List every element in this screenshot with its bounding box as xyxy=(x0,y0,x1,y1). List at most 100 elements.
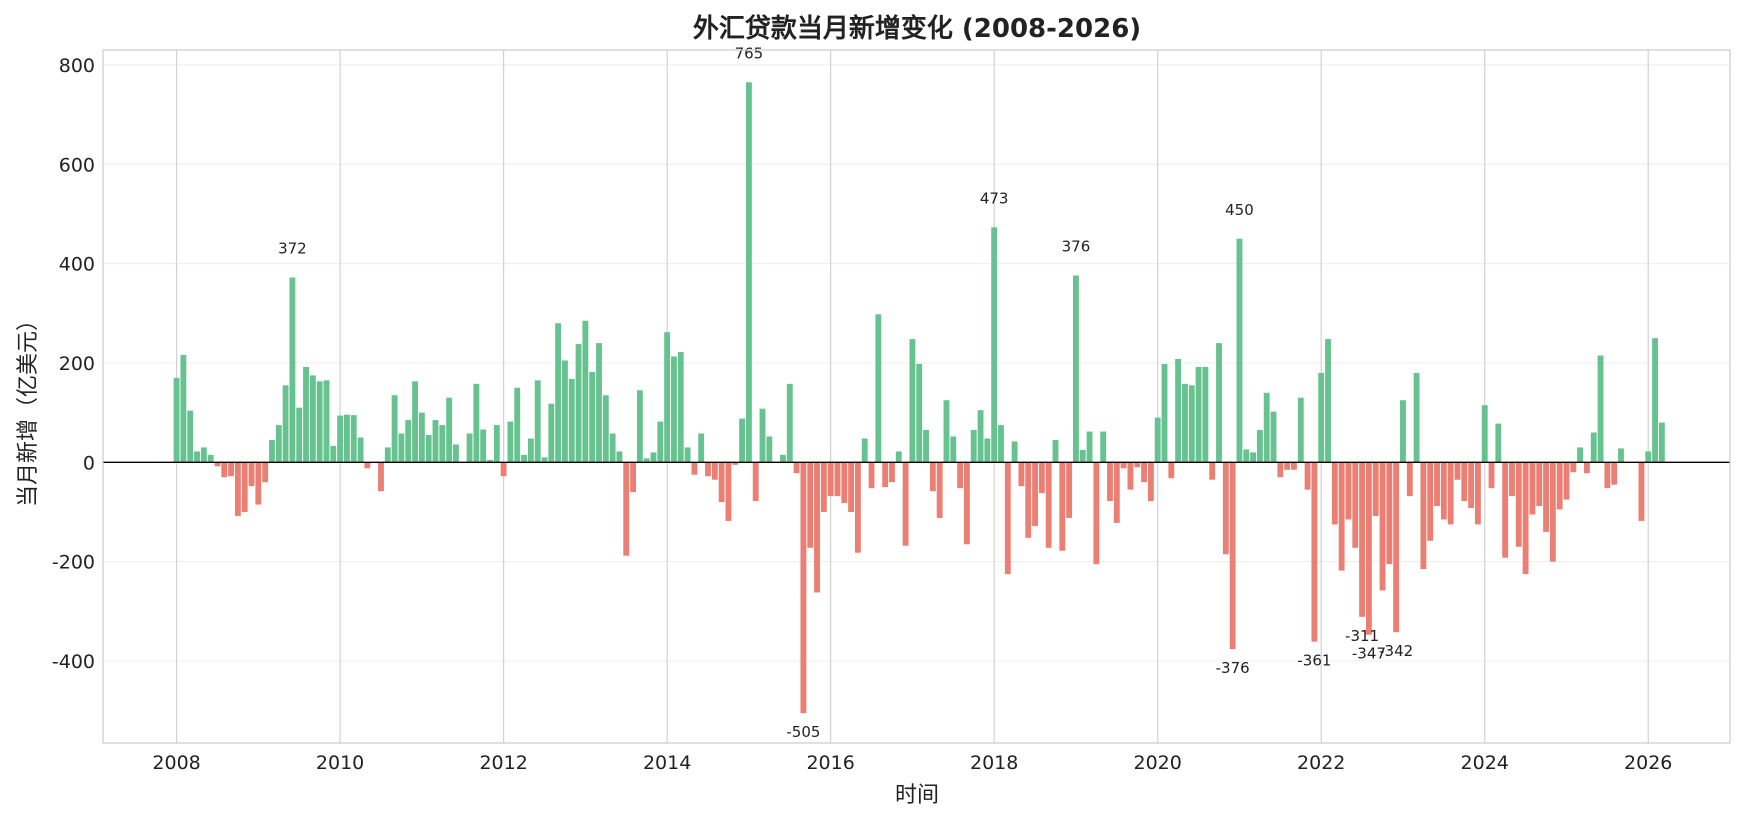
bar xyxy=(1202,366,1209,463)
bar xyxy=(1543,462,1549,532)
bar xyxy=(950,436,957,463)
bar xyxy=(1318,372,1325,463)
bar xyxy=(1018,462,1025,487)
bar xyxy=(698,433,705,463)
bar xyxy=(255,462,262,505)
bar xyxy=(1549,462,1556,562)
bar xyxy=(1488,462,1495,489)
bar xyxy=(923,430,929,463)
bar xyxy=(1338,462,1345,571)
bar xyxy=(1032,462,1038,526)
bar xyxy=(289,277,296,463)
bar xyxy=(1236,238,1243,463)
bar xyxy=(1379,462,1386,591)
bar xyxy=(820,462,827,512)
bar xyxy=(1168,462,1175,479)
bar xyxy=(889,462,895,483)
y-tick-label: 400 xyxy=(59,254,95,276)
bar xyxy=(1161,363,1168,463)
bar xyxy=(957,462,964,489)
x-tick-label: 2024 xyxy=(1461,752,1509,774)
bar xyxy=(1393,462,1400,633)
bar xyxy=(316,381,323,463)
bar xyxy=(1536,462,1543,507)
bar xyxy=(303,366,309,463)
bar xyxy=(766,436,773,463)
x-tick-label: 2016 xyxy=(806,752,854,774)
bar xyxy=(1502,462,1509,558)
data-label: 765 xyxy=(735,44,764,62)
bar xyxy=(1325,339,1331,463)
bar xyxy=(1495,423,1502,463)
bar xyxy=(684,447,691,463)
bar xyxy=(275,425,282,463)
data-label: 450 xyxy=(1225,201,1254,219)
bars xyxy=(173,82,1665,714)
bar xyxy=(500,462,507,477)
bar xyxy=(418,412,425,463)
bar xyxy=(234,462,241,516)
bar xyxy=(1052,439,1059,463)
bar xyxy=(1250,452,1257,463)
bar xyxy=(432,420,439,463)
bar xyxy=(970,430,977,463)
bar xyxy=(616,451,623,463)
bar xyxy=(705,462,711,477)
bar xyxy=(1481,405,1488,463)
x-tick-label: 2020 xyxy=(1134,752,1182,774)
bar xyxy=(1154,417,1161,463)
bar xyxy=(1583,462,1590,474)
bar xyxy=(1304,462,1311,490)
y-tick-label: -200 xyxy=(52,552,95,574)
bar xyxy=(391,395,398,463)
bar xyxy=(916,363,923,463)
bar xyxy=(1073,275,1079,463)
bar xyxy=(1522,462,1529,575)
y-axis-label: 当月新增（亿美元） xyxy=(16,309,41,507)
data-label: 473 xyxy=(980,189,1009,207)
bar xyxy=(548,403,555,463)
bar xyxy=(1243,449,1250,463)
bar xyxy=(384,447,391,463)
y-tick-label: 600 xyxy=(59,154,95,176)
bar xyxy=(814,462,820,593)
bar xyxy=(1256,430,1263,463)
bar xyxy=(269,439,275,463)
bar xyxy=(1556,462,1563,510)
data-labels: 765 473 450 376 372 -505 -376 -361 -347-342-311 xyxy=(278,44,1413,741)
bar xyxy=(1563,462,1570,500)
bar xyxy=(1474,462,1481,525)
bar xyxy=(1270,411,1277,463)
bar xyxy=(541,457,548,463)
bar xyxy=(357,437,364,463)
bar xyxy=(671,356,677,463)
bar xyxy=(568,378,575,463)
bar xyxy=(1611,462,1618,485)
bar xyxy=(1147,462,1154,502)
y-tick-label: -400 xyxy=(52,651,95,673)
bar xyxy=(200,447,207,463)
bar xyxy=(786,383,793,463)
bar xyxy=(514,387,521,463)
bar xyxy=(609,433,616,463)
bar xyxy=(480,429,487,463)
data-label: -376 xyxy=(1216,659,1250,677)
bar xyxy=(1597,355,1604,463)
bar xyxy=(364,462,371,469)
bar xyxy=(718,462,725,503)
bar xyxy=(1434,462,1440,507)
x-axis-label: 时间 xyxy=(895,783,939,808)
bar xyxy=(861,438,868,463)
bar xyxy=(780,454,786,463)
bar xyxy=(650,452,657,463)
bar xyxy=(1297,397,1304,463)
bar xyxy=(1086,431,1093,463)
bar xyxy=(1038,462,1045,494)
bar xyxy=(800,462,807,714)
bar xyxy=(1025,462,1032,538)
bar xyxy=(834,462,841,497)
bar xyxy=(582,320,589,463)
plot-frame xyxy=(102,49,1731,744)
